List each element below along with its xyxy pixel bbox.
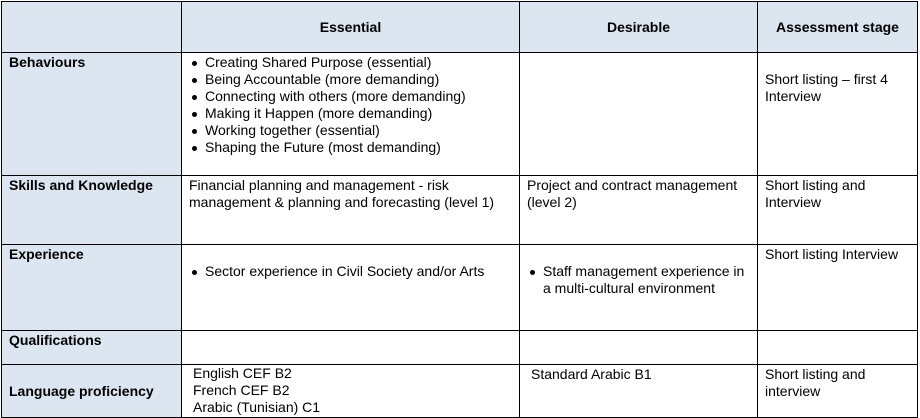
essential-cell: Sector experience in Civil Society and/o… bbox=[181, 244, 520, 331]
header-essential: Essential bbox=[181, 1, 520, 53]
assessment-cell: Short listing Interview bbox=[757, 244, 918, 331]
header-assessment: Assessment stage bbox=[757, 1, 918, 53]
essential-cell: Creating Shared Purpose (essential) Bein… bbox=[181, 52, 520, 176]
header-desirable: Desirable bbox=[519, 1, 758, 53]
assessment-cell: Short listing – first 4 Interview bbox=[757, 52, 918, 176]
desirable-cell bbox=[519, 52, 758, 176]
list-item: Making it Happen (more demanding) bbox=[192, 105, 512, 122]
header-row: Essential Desirable Assessment stage bbox=[1, 1, 918, 53]
desirable-cell bbox=[519, 330, 758, 365]
language-line: English CEF B2 bbox=[193, 365, 292, 381]
essential-cell: English CEF B2 French CEF B2 Arabic (Tun… bbox=[181, 364, 520, 418]
desirable-cell: Standard Arabic B1 bbox=[519, 364, 758, 418]
assessment-cell: Short listing and Interview bbox=[757, 175, 918, 245]
list-item: Being Accountable (more demanding) bbox=[192, 71, 512, 88]
list-item: Creating Shared Purpose (essential) bbox=[192, 54, 512, 71]
assessment-cell: Short listing and interview bbox=[757, 364, 918, 418]
list-item: Sector experience in Civil Society and/o… bbox=[192, 263, 512, 280]
language-line: Arabic (Tunisian) C1 bbox=[193, 399, 321, 415]
table-row: Language proficiency English CEF B2 Fren… bbox=[1, 364, 918, 418]
row-label: Language proficiency bbox=[1, 364, 182, 418]
table-row: Qualifications bbox=[1, 330, 918, 365]
bullet-list: Creating Shared Purpose (essential) Bein… bbox=[189, 54, 512, 156]
assessment-cell bbox=[757, 330, 918, 365]
row-label: Behaviours bbox=[1, 52, 182, 176]
table-row: Behaviours Creating Shared Purpose (esse… bbox=[1, 52, 918, 176]
list-item: Working together (essential) bbox=[192, 122, 512, 139]
list-item: Shaping the Future (most demanding) bbox=[192, 139, 512, 156]
desirable-cell: Project and contract management (level 2… bbox=[519, 175, 758, 245]
table-row: Experience Sector experience in Civil So… bbox=[1, 244, 918, 331]
row-label: Qualifications bbox=[1, 330, 182, 365]
list-item: Connecting with others (more demanding) bbox=[192, 88, 512, 105]
language-line: French CEF B2 bbox=[193, 382, 290, 398]
table-row: Skills and Knowledge Financial planning … bbox=[1, 175, 918, 245]
list-item: Staff management experience in a multi-c… bbox=[530, 263, 750, 297]
row-label: Skills and Knowledge bbox=[1, 175, 182, 245]
essential-cell bbox=[181, 330, 520, 365]
header-blank bbox=[1, 1, 182, 53]
bullet-list: Staff management experience in a multi-c… bbox=[527, 263, 750, 297]
row-label: Experience bbox=[1, 244, 182, 331]
essential-cell: Financial planning and management - risk… bbox=[181, 175, 520, 245]
bullet-list: Sector experience in Civil Society and/o… bbox=[189, 263, 512, 280]
desirable-cell: Staff management experience in a multi-c… bbox=[519, 244, 758, 331]
